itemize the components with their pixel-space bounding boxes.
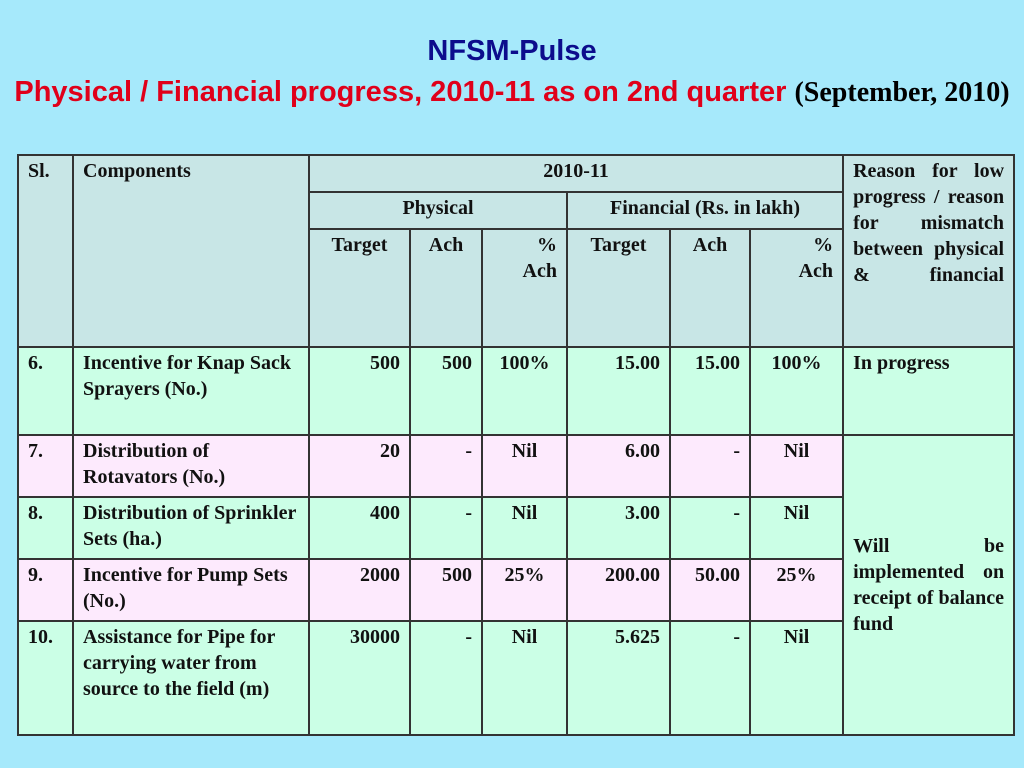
title-block: NFSM-Pulse Physical / Financial progress…	[0, 0, 1024, 109]
table-row: 9. Incentive for Pump Sets (No.) 2000 50…	[17, 558, 1014, 622]
row-physical-ach: 500	[409, 346, 483, 436]
table-row: 10. Assistance for Pipe for carrying wat…	[17, 620, 1014, 736]
row-financial-pct: Nil	[748, 620, 845, 736]
row-sl: 10.	[17, 620, 74, 736]
header-physical: Physical	[308, 191, 568, 230]
row-financial-pct: Nil	[748, 434, 845, 498]
row-component: Incentive for Knap Sack Sprayers (No.)	[72, 346, 310, 436]
row-physical-pct: Nil	[481, 434, 568, 498]
row-sl: 8.	[17, 496, 74, 560]
row-physical-ach: 500	[409, 558, 483, 622]
row-physical-pct: 25%	[481, 558, 568, 622]
header-year: 2010-11	[307, 154, 845, 193]
header-physical-target: Target	[308, 228, 411, 348]
row-physical-ach: -	[409, 434, 483, 498]
table-row: 6. Incentive for Knap Sack Sprayers (No.…	[17, 346, 1016, 436]
row-component: Distribution of Sprinkler Sets (ha.)	[72, 496, 310, 560]
table-row: 7. Distribution of Rotavators (No.) 20 -…	[17, 434, 1016, 736]
header-financial-target: Target	[566, 228, 671, 348]
page-title: NFSM-Pulse	[427, 35, 597, 67]
subtitle-main: Physical / Financial progress, 2010-11 a…	[14, 76, 787, 108]
row-component: Incentive for Pump Sets (No.)	[72, 558, 310, 622]
row-financial-target: 3.00	[566, 496, 671, 560]
header-components: Components	[72, 154, 310, 348]
row-reason-merged: Will be implemented on receipt of balanc…	[842, 434, 1016, 736]
header-financial: Financial (Rs. in lakh)	[565, 191, 845, 230]
row-physical-pct: Nil	[481, 496, 568, 560]
header-financial-pct-ach: % Ach	[748, 228, 845, 348]
page-subtitle: Physical / Financial progress, 2010-11 a…	[0, 76, 1024, 109]
row-component: Assistance for Pipe for carrying water f…	[72, 620, 310, 736]
progress-table: Sl. Components 2010-11 Reason for low pr…	[17, 154, 1016, 736]
row-reason: In progress	[842, 346, 1016, 436]
row-financial-pct: Nil	[748, 496, 845, 560]
header-reason: Reason for low progress / reason for mis…	[842, 154, 1016, 348]
row-financial-ach: -	[669, 496, 751, 560]
row-physical-target: 500	[308, 346, 411, 436]
row-financial-target: 6.00	[566, 434, 671, 498]
row-physical-target: 30000	[308, 620, 411, 736]
header-sl: Sl.	[17, 154, 74, 348]
row-physical-ach: -	[409, 496, 483, 560]
row-sl: 9.	[17, 558, 74, 622]
row-financial-ach: -	[669, 620, 751, 736]
row-physical-ach: -	[409, 620, 483, 736]
row-financial-ach: 15.00	[669, 346, 751, 436]
row-financial-target: 200.00	[566, 558, 671, 622]
row-financial-pct: 25%	[748, 558, 845, 622]
header-financial-ach: Ach	[669, 228, 751, 348]
subtitle-note: (September, 2010)	[794, 77, 1010, 108]
row-physical-pct: Nil	[481, 620, 568, 736]
row-financial-pct: 100%	[748, 346, 845, 436]
header-physical-ach: Ach	[409, 228, 483, 348]
row-financial-ach: 50.00	[669, 558, 751, 622]
table-row: 8. Distribution of Sprinkler Sets (ha.) …	[17, 496, 1014, 560]
row-financial-target: 15.00	[566, 346, 671, 436]
row-physical-target: 20	[308, 434, 411, 498]
row-physical-target: 2000	[308, 558, 411, 622]
row-sl: 7.	[17, 434, 74, 498]
row-financial-target: 5.625	[566, 620, 671, 736]
row-component: Distribution of Rotavators (No.)	[72, 434, 310, 498]
row-physical-target: 400	[308, 496, 411, 560]
row-physical-pct: 100%	[481, 346, 568, 436]
header-physical-pct-ach: % Ach	[481, 228, 568, 348]
row-financial-ach: -	[669, 434, 751, 498]
row-sl: 6.	[17, 346, 74, 436]
